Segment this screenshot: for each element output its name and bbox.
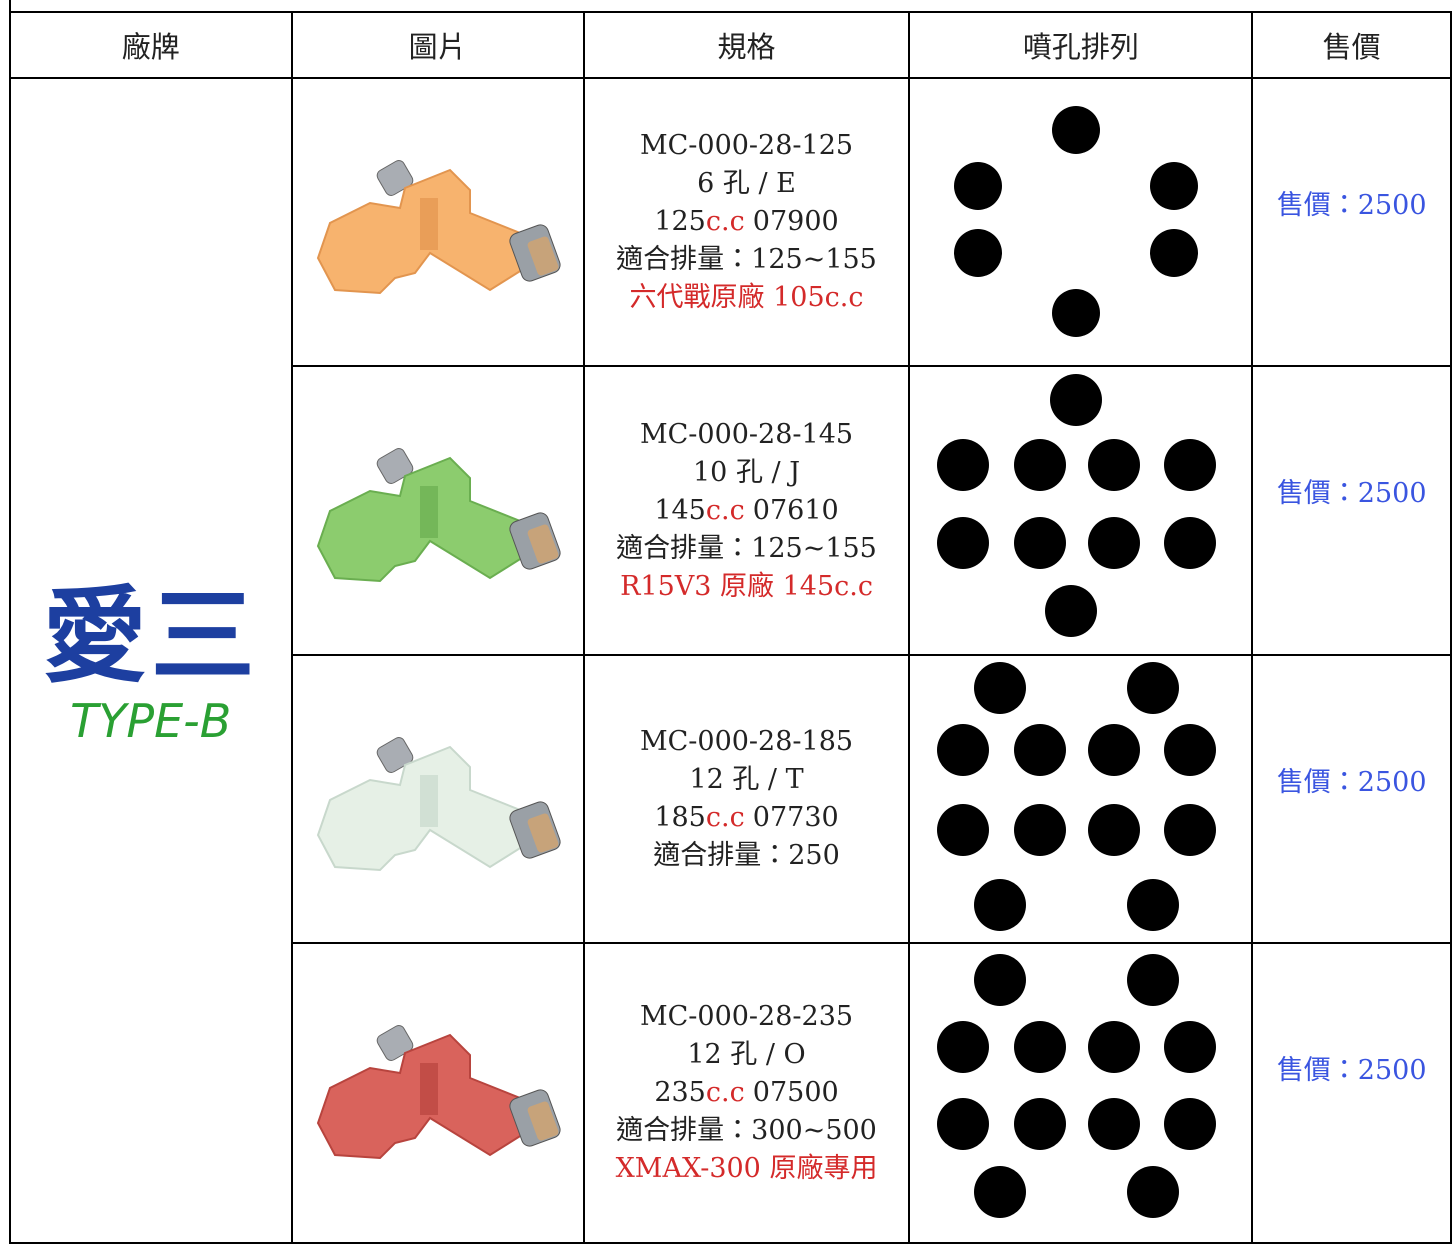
column-header: 規格	[582, 11, 911, 79]
displacement-line: 125c.c 07900	[585, 203, 909, 241]
part-code: 07900	[752, 206, 839, 237]
spec-cell: MC-000-28-185 12 孔 / T 185c.c 07730 適合排量：250	[582, 654, 911, 944]
image-cell	[290, 942, 585, 1244]
part-code: 07730	[752, 802, 839, 833]
holes: 6 孔 / E	[697, 168, 796, 199]
holes: 12 孔 / T	[689, 764, 804, 795]
column-header: 售價	[1251, 11, 1452, 79]
displacement-line: 185c.c 07730	[585, 799, 909, 837]
column-header: 噴孔排列	[908, 11, 1254, 79]
displacement: 145	[654, 494, 706, 526]
displacement-line: 145c.c 07610	[585, 492, 909, 530]
note: R15V3 原廠 145c.c	[620, 570, 873, 602]
fit: 適合排量：300~500	[616, 1115, 877, 1146]
pattern-cell	[908, 365, 1254, 656]
displacement-line: 235c.c 07500	[585, 1074, 909, 1112]
fit: 適合排量：125~155	[616, 244, 877, 275]
spec-cell: MC-000-28-235 12 孔 / O 235c.c 07500 適合排量：300…	[582, 942, 911, 1244]
header-row: 廠牌 圖片 規格 噴孔排列 售價	[9, 11, 1452, 79]
spec-cell: MC-000-28-125 6 孔 / E 125c.c 07900 適合排量：125~…	[582, 77, 911, 367]
displacement: 185	[654, 802, 706, 833]
price: 售價：2500	[1276, 1055, 1427, 1086]
unit: c.c	[705, 1077, 745, 1108]
price-cell: 售價：2500	[1251, 77, 1452, 367]
model: MC-000-28-185	[639, 726, 854, 757]
model: MC-000-28-125	[639, 130, 854, 161]
price-cell: 售價：2500	[1251, 365, 1452, 656]
model: MC-000-28-235	[639, 1001, 854, 1032]
brand-name: 愛三	[42, 574, 259, 697]
note: 六代戰原廠 105c.c	[629, 282, 864, 313]
product-row: 愛三 TYPE-B MC-000-28-125 6 孔 / E 125c.c 07900 適…	[9, 77, 1452, 1244]
displacement: 125	[654, 206, 706, 237]
part-code: 07610	[752, 494, 839, 526]
displacement: 235	[654, 1077, 706, 1108]
spec-cell: MC-000-28-145 10 孔 / J 145c.c 07610 適合排量：125…	[582, 365, 911, 656]
column-header: 圖片	[290, 11, 585, 79]
note: XMAX-300 原廠專用	[615, 1153, 878, 1184]
price-cell: 售價：2500	[1251, 942, 1452, 1244]
unit: c.c	[705, 802, 745, 833]
border	[9, 0, 11, 13]
fit: 適合排量：125~155	[616, 532, 877, 564]
product-table: 廠牌 圖片 規格 噴孔排列 售價 愛三 TYPE-B MC-000-28-125 6 孔 / …	[9, 11, 1452, 1244]
pattern-cell	[908, 654, 1254, 944]
price: 售價：2500	[1276, 767, 1427, 798]
column-header: 廠牌	[9, 11, 293, 79]
image-cell	[290, 654, 585, 944]
brand-type: TYPE-B	[70, 693, 232, 748]
image-cell	[290, 365, 585, 656]
product-row: MC-000-28-235 12 孔 / O 235c.c 07500 適合排量：300…	[10, 942, 1452, 1244]
unit: c.c	[705, 206, 745, 237]
pattern-cell	[908, 942, 1254, 1244]
holes: 10 孔 / J	[693, 456, 801, 488]
pattern-cell	[908, 77, 1254, 367]
brand-cell: 愛三 TYPE-B	[9, 77, 293, 1244]
price: 售價：2500	[1276, 478, 1427, 509]
product-row: MC-000-28-185 12 孔 / T 185c.c 07730 適合排量：250…	[10, 654, 1452, 944]
model: MC-000-28-145	[639, 418, 854, 450]
holes: 12 孔 / O	[687, 1039, 806, 1070]
fit: 適合排量：250	[653, 840, 840, 871]
price-cell: 售價：2500	[1251, 654, 1452, 944]
unit: c.c	[705, 494, 745, 526]
part-code: 07500	[752, 1077, 839, 1108]
price: 售價：2500	[1276, 190, 1427, 221]
image-cell	[290, 77, 585, 367]
